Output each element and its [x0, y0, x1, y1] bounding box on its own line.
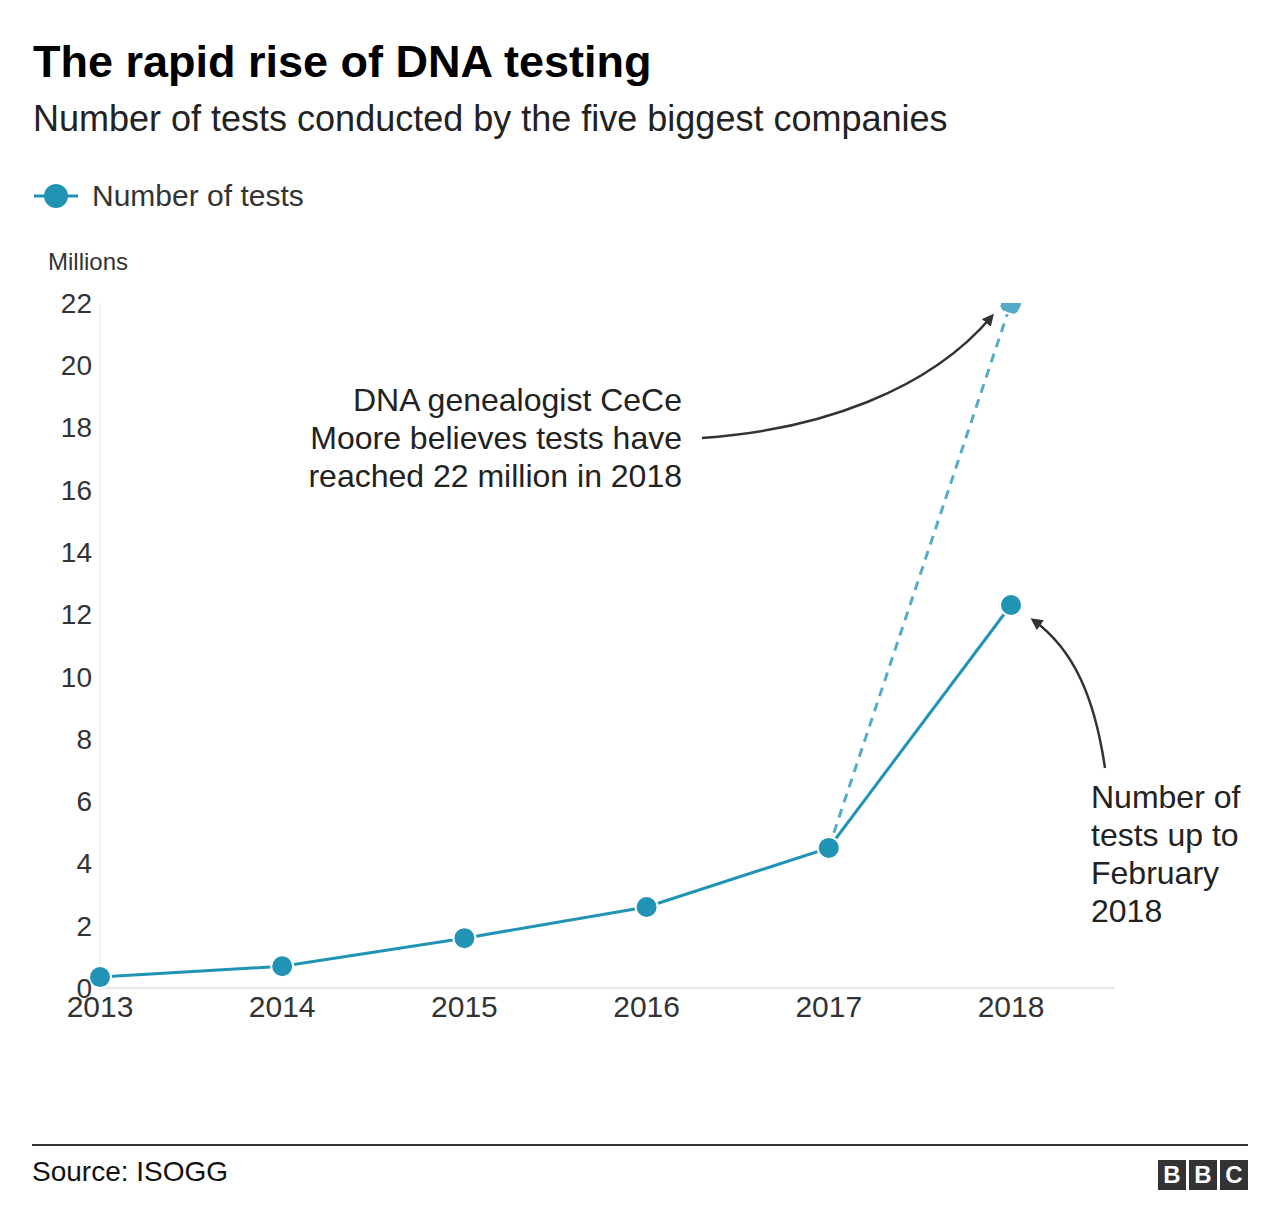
svg-text:22: 22 — [61, 288, 92, 319]
html-text:Source: ISOGG: Source: ISOGG — [32, 1156, 229, 1187]
svg-text:0: 0 — [76, 973, 92, 1004]
svg-text:reached 22 million in 2018: reached 22 million in 2018 — [308, 458, 682, 494]
svg-text:2015: 2015 — [431, 990, 498, 1023]
html-text:Number of tests conducted by t: Number of tests conducted by the five bi… — [33, 98, 948, 139]
svg-text:Moore believes tests have: Moore believes tests have — [310, 420, 682, 456]
svg-text:tests up to: tests up to — [1091, 817, 1239, 853]
svg-text:12: 12 — [61, 599, 92, 630]
html-text:B: B — [1163, 1161, 1181, 1188]
svg-text:2017: 2017 — [795, 990, 862, 1023]
svg-text:2: 2 — [76, 911, 92, 942]
html-text:C: C — [1225, 1161, 1243, 1188]
html-text:B: B — [1194, 1161, 1212, 1188]
svg-text:14: 14 — [61, 537, 92, 568]
html-text:The rapid rise of DNA testing: The rapid rise of DNA testing — [33, 36, 652, 87]
svg-text:6: 6 — [76, 786, 92, 817]
svg-text:20: 20 — [61, 350, 92, 381]
html-text:Number of tests: Number of tests — [92, 179, 304, 212]
svg-text:2018: 2018 — [978, 990, 1045, 1023]
svg-text:February: February — [1091, 855, 1219, 891]
svg-text:4: 4 — [76, 848, 92, 879]
svg-text:2018: 2018 — [1091, 893, 1162, 929]
svg-text:DNA genealogist CeCe: DNA genealogist CeCe — [353, 382, 682, 418]
svg-text:10: 10 — [61, 662, 92, 693]
svg-text:2013: 2013 — [66, 990, 134, 1024]
html-text:Millions: Millions — [48, 248, 128, 275]
svg-text:16: 16 — [61, 475, 92, 506]
svg-text:Number of: Number of — [1091, 779, 1241, 815]
svg-text:8: 8 — [76, 724, 92, 755]
svg-text:2014: 2014 — [249, 990, 316, 1023]
svg-text:2016: 2016 — [613, 990, 680, 1023]
svg-text:18: 18 — [61, 412, 92, 443]
